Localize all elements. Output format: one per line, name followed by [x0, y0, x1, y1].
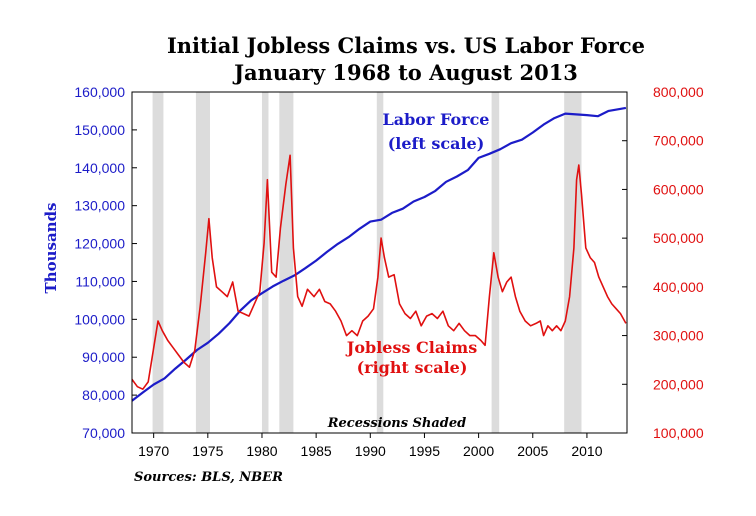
- right-tick-label: 800,000: [653, 84, 704, 100]
- jobless-claims-label: Jobless Claims: [345, 338, 477, 357]
- x-tick-label: 1990: [355, 443, 386, 459]
- labor-force-label: Labor Force: [383, 110, 490, 129]
- left-tick-label: 150,000: [74, 122, 125, 138]
- right-tick-label: 100,000: [653, 425, 704, 441]
- x-tick-label: 1985: [301, 443, 332, 459]
- chart-title-line1: Initial Jobless Claims vs. US Labor Forc…: [167, 33, 645, 58]
- left-tick-label: 70,000: [82, 425, 125, 441]
- left-tick-label: 130,000: [74, 198, 125, 214]
- series-layer: [131, 106, 627, 402]
- x-tick-label: 1970: [138, 443, 169, 459]
- plot-frame: [131, 91, 628, 434]
- x-tick-label: 1975: [192, 443, 223, 459]
- chart-title-line2: January 1968 to August 2013: [232, 60, 578, 85]
- x-tick-label: 1995: [409, 443, 440, 459]
- sources-note: Sources: BLS, NBER: [134, 470, 283, 485]
- recessions-note: Recessions Shaded: [327, 416, 467, 431]
- left-tick-label: 110,000: [75, 273, 125, 289]
- x-tick-label: 2010: [571, 443, 602, 459]
- x-tick-label: 2005: [517, 443, 548, 459]
- right-tick-label: 600,000: [653, 181, 704, 197]
- jobless-claims-line: [131, 154, 627, 391]
- left-tick-label: 160,000: [74, 84, 125, 100]
- recession-band-4: [279, 92, 294, 433]
- left-tick-label: 140,000: [74, 160, 125, 176]
- recession-band-3: [261, 92, 269, 433]
- right-tick-label: 400,000: [653, 279, 704, 295]
- recession-band-5: [376, 92, 384, 433]
- tick-layer: 70,000 80,000 90,000 100,000 110,000 120,000 1…: [74, 84, 703, 459]
- y-axis-label: Thousands: [42, 203, 60, 294]
- recession-bands: [152, 92, 582, 433]
- x-tick-label: 2000: [463, 443, 494, 459]
- right-tick-label: 200,000: [653, 376, 704, 392]
- left-tick-label: 80,000: [82, 387, 125, 403]
- right-tick-label: 300,000: [653, 328, 704, 344]
- left-tick-label: 90,000: [82, 349, 125, 365]
- jobless-claims-scale-label: (right scale): [357, 358, 468, 377]
- right-tick-label: 500,000: [653, 230, 704, 246]
- left-tick-label: 100,000: [74, 311, 125, 327]
- labor-force-line: [131, 106, 627, 402]
- x-tick-label: 1980: [246, 443, 277, 459]
- recession-band-1: [152, 92, 164, 433]
- right-tick-label: 700,000: [653, 133, 704, 149]
- left-tick-label: 120,000: [74, 236, 125, 252]
- labor-force-scale-label: (left scale): [388, 134, 485, 153]
- recession-band-2: [195, 92, 210, 433]
